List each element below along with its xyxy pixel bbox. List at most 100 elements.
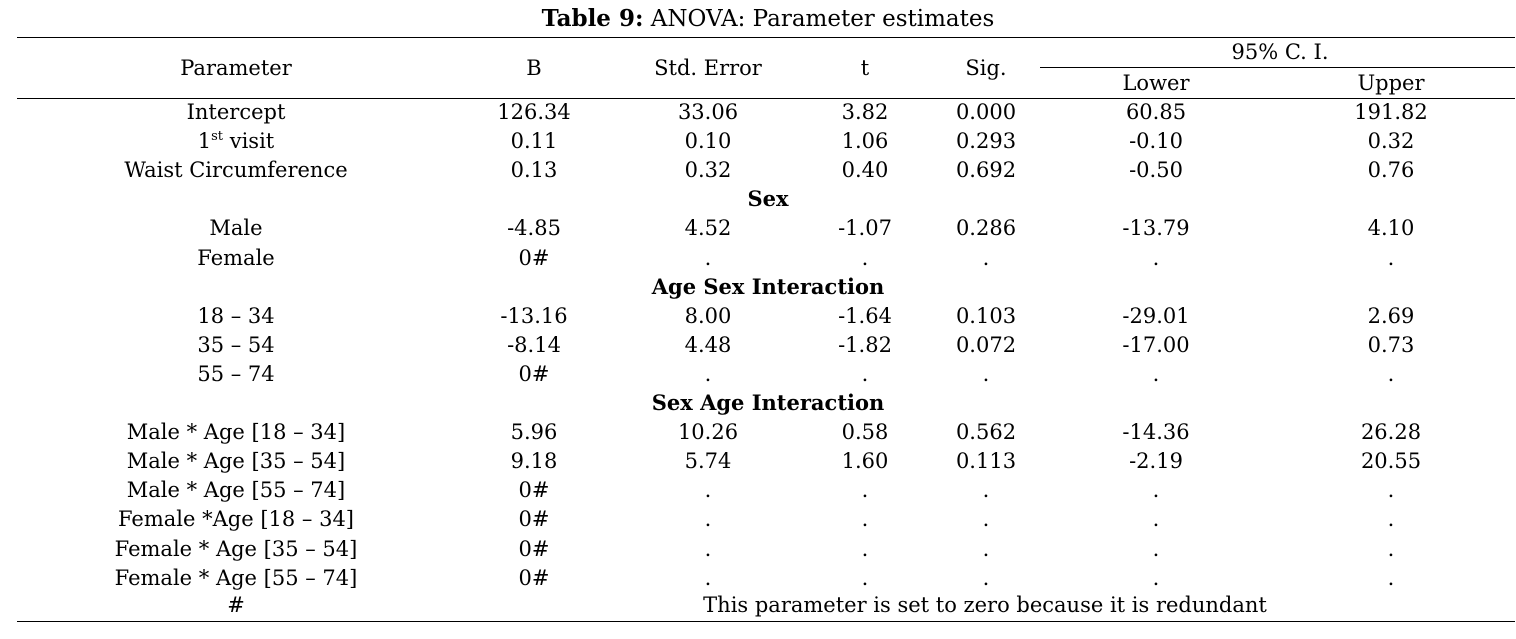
cell-upper: 0.73 (1367, 333, 1415, 357)
cell-upper: 4.10 (1367, 216, 1415, 240)
cell-parameter: 18 – 34 (197, 304, 275, 328)
parameter-suffix: visit (223, 129, 275, 153)
ci-rule (1040, 67, 1515, 68)
cell-parameter: Female (197, 246, 275, 270)
cell-parameter: Waist Circumference (124, 158, 348, 182)
cell-upper: . (1387, 362, 1395, 386)
bottom-rule (17, 621, 1515, 622)
cell-t: . (861, 478, 869, 502)
table-caption: Table 9: ANOVA: Parameter estimates (0, 4, 1516, 34)
cell-lower: -2.19 (1129, 449, 1183, 473)
cell-lower: -0.50 (1129, 158, 1183, 182)
cell-std-error: . (704, 507, 712, 531)
cell-std-error: 33.06 (677, 100, 739, 124)
cell-b: 0.13 (510, 158, 558, 182)
cell-std-error: 10.26 (677, 420, 739, 444)
cell-parameter: Male * Age [18 – 34] (126, 420, 346, 444)
cell-std-error: . (704, 362, 712, 386)
cell-upper: . (1387, 478, 1395, 502)
cell-sig: . (982, 507, 990, 531)
cell-lower: . (1152, 507, 1160, 531)
table-caption-text: ANOVA: Parameter estimates (643, 6, 995, 32)
cell-parameter: Male * Age [55 – 74] (126, 478, 346, 502)
header-b: B (526, 56, 542, 80)
cell-t: . (861, 246, 869, 270)
cell-t: -1.64 (838, 304, 892, 328)
cell-b: 0# (518, 537, 550, 561)
cell-std-error: 0.10 (684, 129, 732, 153)
cell-std-error: 5.74 (684, 449, 732, 473)
cell-lower: -29.01 (1122, 304, 1190, 328)
cell-upper: 0.32 (1367, 129, 1415, 153)
cell-sig: 0.103 (955, 304, 1017, 328)
cell-sig: 0.113 (955, 449, 1017, 473)
cell-lower: . (1152, 246, 1160, 270)
cell-parameter: Male (209, 216, 263, 240)
cell-parameter: Male * Age [35 – 54] (126, 449, 346, 473)
cell-lower: . (1152, 478, 1160, 502)
table-caption-label: Table 9: (541, 5, 644, 32)
cell-std-error: . (704, 566, 712, 590)
footnote-symbol: # (227, 593, 245, 617)
cell-t: 0.40 (841, 158, 889, 182)
cell-sig: . (982, 566, 990, 590)
cell-parameter: Female *Age [18 – 34] (118, 507, 354, 531)
cell-upper: 26.28 (1360, 420, 1422, 444)
footnote-text: This parameter is set to zero because it… (703, 593, 1267, 617)
header-lower: Lower (1122, 71, 1190, 95)
cell-t: 1.06 (841, 129, 889, 153)
cell-b: -4.85 (507, 216, 561, 240)
cell-std-error: . (704, 478, 712, 502)
cell-b: 0# (518, 362, 550, 386)
cell-sig: 0.286 (955, 216, 1017, 240)
cell-t: . (861, 566, 869, 590)
section-heading: Sex Age Interaction (651, 390, 885, 415)
cell-b: 5.96 (510, 420, 558, 444)
header-ci: 95% C. I. (1231, 40, 1329, 64)
cell-upper: . (1387, 507, 1395, 531)
cell-t: -1.07 (838, 216, 892, 240)
parameter-superscript: st (211, 129, 224, 144)
header-std-error: Std. Error (654, 56, 762, 80)
cell-b: 126.34 (497, 100, 571, 124)
cell-t: 1.60 (841, 449, 889, 473)
cell-b: -13.16 (500, 304, 568, 328)
cell-parameter: 55 – 74 (197, 362, 275, 386)
cell-b: 9.18 (510, 449, 558, 473)
cell-lower: . (1152, 537, 1160, 561)
cell-lower: -17.00 (1122, 333, 1190, 357)
cell-t: . (861, 507, 869, 531)
cell-upper: 0.76 (1367, 158, 1415, 182)
cell-lower: -0.10 (1129, 129, 1183, 153)
cell-t: 3.82 (841, 100, 889, 124)
cell-lower: 60.85 (1125, 100, 1187, 124)
section-heading: Age Sex Interaction (651, 274, 885, 299)
cell-std-error: . (704, 537, 712, 561)
cell-upper: 20.55 (1360, 449, 1422, 473)
cell-b: 0# (518, 566, 550, 590)
cell-parameter: Intercept (186, 100, 286, 124)
top-rule (17, 37, 1515, 38)
header-sig: Sig. (965, 56, 1007, 80)
header-t: t (860, 56, 870, 80)
cell-std-error: 4.48 (684, 333, 732, 357)
cell-b: 0# (518, 246, 550, 270)
cell-parameter: Female * Age [35 – 54] (114, 537, 358, 561)
cell-sig: 0.000 (955, 100, 1017, 124)
cell-sig: . (982, 478, 990, 502)
cell-upper: 191.82 (1354, 100, 1428, 124)
parameter-prefix: 1 (197, 129, 212, 153)
header-rule (17, 98, 1515, 99)
cell-lower: . (1152, 566, 1160, 590)
cell-std-error: . (704, 246, 712, 270)
cell-t: . (861, 537, 869, 561)
header-upper: Upper (1357, 71, 1425, 95)
cell-sig: 0.562 (955, 420, 1017, 444)
cell-upper: . (1387, 246, 1395, 270)
cell-b: 0.11 (510, 129, 558, 153)
cell-t: 0.58 (841, 420, 889, 444)
cell-t: . (861, 362, 869, 386)
cell-upper: . (1387, 537, 1395, 561)
cell-upper: . (1387, 566, 1395, 590)
cell-sig: . (982, 246, 990, 270)
